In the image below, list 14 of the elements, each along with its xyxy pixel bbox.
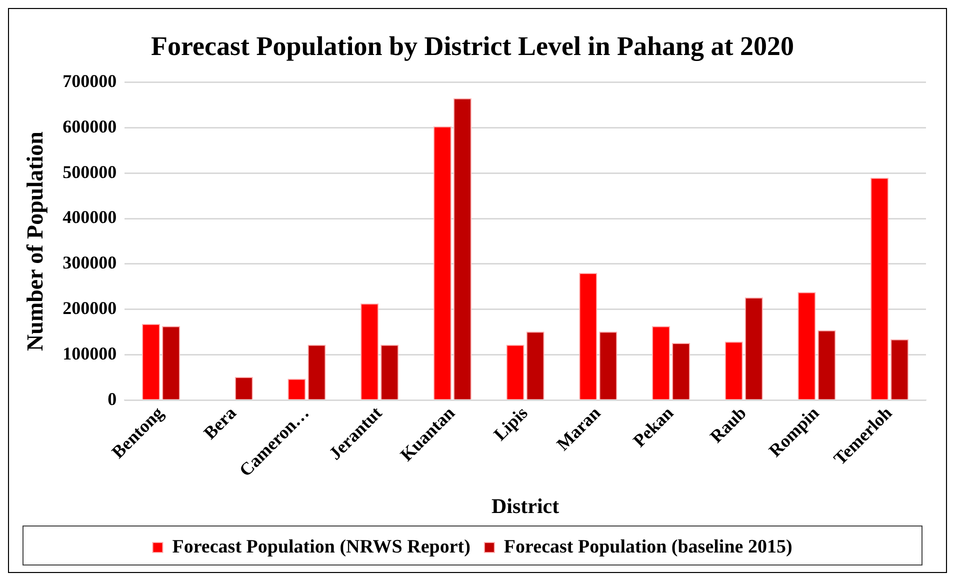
y-tick-label: 200000 [62,298,117,318]
y-tick-label: 400000 [62,207,117,228]
y-tick-label: 500000 [62,162,117,182]
y-tick-label: 300000 [62,252,117,273]
y-tick-label: 0 [108,388,117,409]
y-tick-label: 700000 [62,71,117,92]
y-axis-title: Number of Population [22,131,48,351]
x-tick-label: Bera [200,402,240,444]
chart-title: Forecast Population by District Level in Pahang at 2020 [151,31,794,62]
y-tick-label: 600000 [62,116,117,136]
x-axis-title: District [491,494,560,518]
y-tick-label: 100000 [62,343,117,364]
legend-label: Forecast Population (baseline 2015) [504,536,792,558]
legend-label: Forecast Population (NRWS Report) [172,536,470,558]
